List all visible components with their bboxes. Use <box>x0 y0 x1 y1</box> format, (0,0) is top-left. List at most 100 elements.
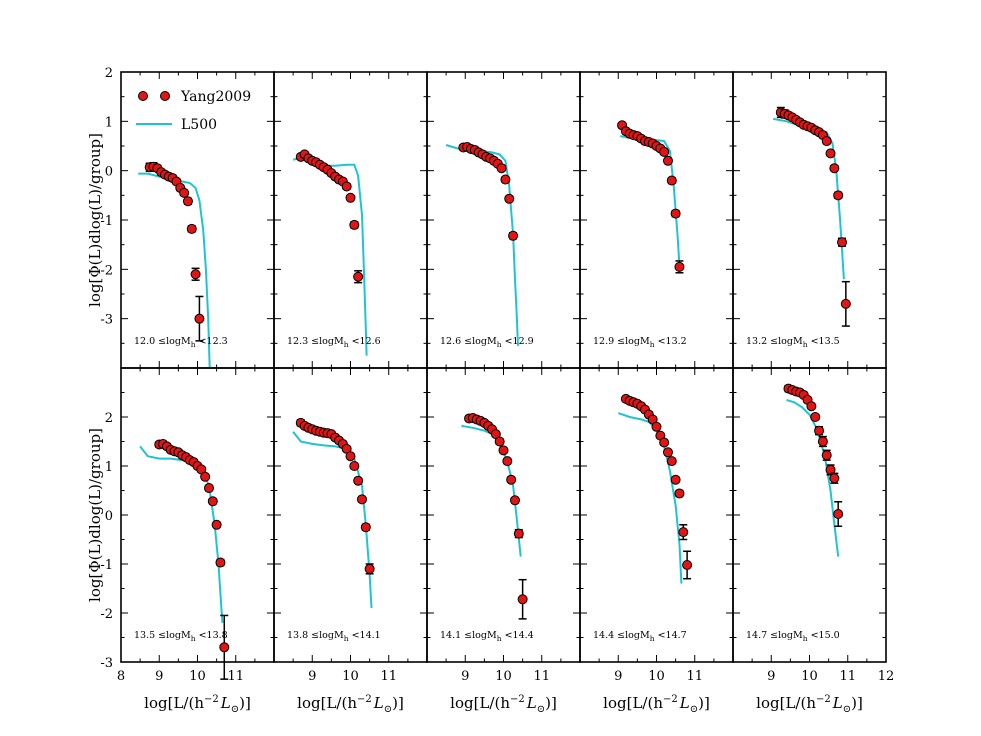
y-tick-label: 1 <box>105 115 113 130</box>
y-tick-label: -2 <box>100 607 113 622</box>
yang-point <box>513 528 524 539</box>
panel-frame <box>426 71 581 369</box>
yang-point <box>496 163 507 174</box>
x-axis-label: log[L/(h−2 L⊙)] <box>756 694 863 715</box>
panel-1: 12.0 ≤logMh <12.3 2 1 0 -1 -2 -3 <box>100 66 275 369</box>
yang-point <box>674 488 685 499</box>
yang-point <box>670 474 681 485</box>
label-post: <14.1 <box>349 630 381 641</box>
xlabel-sub: ⊙ <box>843 704 851 715</box>
x-tick-label: 9 <box>614 669 622 684</box>
l500-line <box>617 412 683 584</box>
label-post: <15.0 <box>808 630 840 641</box>
yang-point <box>186 223 197 234</box>
yang-point <box>349 219 360 230</box>
panel-9: 14.4 ≤logMh <14.7 9 10 11 <box>579 367 734 684</box>
x-tick-label: 10 <box>648 669 665 684</box>
yang-point <box>179 187 190 198</box>
label-post: <12.3 <box>196 336 228 347</box>
label-pre: 12.3 ≤logM <box>287 336 344 347</box>
label-pre: 12.9 ≤logM <box>593 336 650 347</box>
x-axis-labels: log[L/(h−2 L⊙)] log[L/(h−2 L⊙)] log[L/(h−2 L⊙… <box>144 694 863 715</box>
label-sub: h <box>497 634 502 643</box>
panel-frame <box>120 367 275 663</box>
label-post: <14.7 <box>655 630 687 641</box>
label-sub: h <box>650 340 655 349</box>
panel-mass-label: 13.5 ≤logMh <13.8 <box>134 630 228 643</box>
panel-mass-label: 14.4 ≤logMh <14.7 <box>593 630 687 643</box>
yang-point <box>682 559 693 570</box>
yang-point <box>219 642 230 653</box>
xlabel-exp: −2 <box>204 694 219 705</box>
yang-point <box>833 190 844 201</box>
yang-point <box>506 474 517 485</box>
panel-3: 12.6 ≤logMh <12.9 <box>426 71 581 369</box>
panel-mass-label: 13.8 ≤logMh <14.1 <box>287 630 381 643</box>
yang-point <box>200 471 211 482</box>
yang-point <box>821 450 832 461</box>
xlabel-prefix: log[L/(h <box>603 694 663 712</box>
y-axis-label-bottom: log[Φ(L)dlog(L)/group] <box>86 428 104 602</box>
y-tick-label: 1 <box>105 460 113 475</box>
x-tick-label: 10 <box>495 669 512 684</box>
legend-yang-marker-2 <box>160 91 170 101</box>
panel-10: 14.7 ≤logMh <15.0 9 10 11 12 <box>732 367 895 684</box>
yang-point <box>817 436 828 447</box>
yang-point <box>666 175 677 186</box>
legend-l500-label: L500 <box>181 117 217 133</box>
panel-frame <box>273 367 428 663</box>
xlabel-prefix: log[L/(h <box>756 694 816 712</box>
yang-point <box>203 483 214 494</box>
yang-point <box>674 261 685 272</box>
x-tick-label: 11 <box>533 669 550 684</box>
yang-point <box>837 237 848 248</box>
x-tick-label: 9 <box>461 669 469 684</box>
label-pre: 13.2 ≤logM <box>746 336 803 347</box>
panel-mass-label: 12.0 ≤logMh <12.3 <box>134 336 228 349</box>
l500-line <box>292 156 368 356</box>
x-tick-label: 8 <box>117 669 125 684</box>
yang-point <box>659 437 670 448</box>
y-tick-label: 2 <box>105 66 113 81</box>
xlabel-prefix: log[L/(h <box>450 694 510 712</box>
yang-point <box>662 447 673 458</box>
xlabel-suffix: )] <box>851 694 863 712</box>
xlabel-sub: ⊙ <box>690 704 698 715</box>
yang-point <box>678 527 689 538</box>
panel-7: 13.8 ≤logMh <14.1 9 10 11 <box>273 367 428 684</box>
l500-line <box>292 431 373 609</box>
x-tick-label: 11 <box>227 669 244 684</box>
yang-point <box>341 181 352 192</box>
xlabel-exp: −2 <box>510 694 525 705</box>
panel-frame <box>579 367 734 663</box>
yang-point <box>814 425 825 436</box>
panel-8: 14.1 ≤logMh <14.4 9 10 11 <box>426 367 581 684</box>
l500-line <box>461 424 522 557</box>
x-tick-label: 12 <box>878 669 895 684</box>
yang-point <box>190 269 201 280</box>
yang-point <box>806 401 817 412</box>
x-axis-label: log[L/(h−2 L⊙)] <box>603 694 710 715</box>
label-pre: 12.6 ≤logM <box>440 336 497 347</box>
label-post: <13.5 <box>808 336 840 347</box>
label-sub: h <box>497 340 502 349</box>
yang-point <box>659 146 670 157</box>
yang-point <box>207 496 218 507</box>
xlabel-exp: −2 <box>663 694 678 705</box>
panel-frame <box>732 367 887 663</box>
label-pre: 14.4 ≤logM <box>593 630 650 641</box>
xlabel-suffix: )] <box>392 694 404 712</box>
yang-point <box>833 509 844 520</box>
yang-point <box>345 451 356 462</box>
xlabel-suffix: )] <box>545 694 557 712</box>
yang-point <box>829 163 840 174</box>
panel-mass-label: 13.2 ≤logMh <13.5 <box>746 336 840 349</box>
label-pre: 13.8 ≤logM <box>287 630 344 641</box>
yang-point <box>494 436 505 447</box>
panel-frame <box>732 71 887 369</box>
panel-frame <box>273 71 428 369</box>
xlabel-mid: L <box>832 694 843 712</box>
x-axis-label: log[L/(h−2 L⊙)] <box>450 694 557 715</box>
yang-point <box>182 196 193 207</box>
xlabel-exp: −2 <box>357 694 372 705</box>
